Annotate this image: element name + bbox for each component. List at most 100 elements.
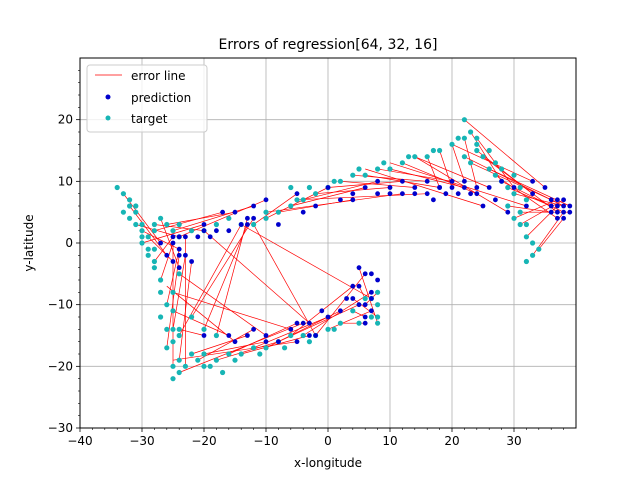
prediction-point (524, 203, 529, 209)
prediction-point (505, 209, 511, 215)
target-point (213, 332, 219, 339)
target-point (288, 203, 294, 209)
prediction-point (561, 209, 566, 215)
target-point (313, 191, 319, 197)
legend-target-marker (105, 115, 111, 121)
target-point (213, 357, 219, 363)
prediction-point (276, 339, 281, 345)
target-point (505, 184, 511, 191)
error-line-segment (172, 255, 186, 330)
target-point (362, 295, 368, 302)
y-tick-label: 0 (65, 236, 73, 250)
prediction-point (530, 191, 535, 197)
target-point (145, 246, 151, 252)
target-point (170, 308, 176, 314)
error-line-segment (203, 224, 248, 330)
prediction-point (548, 209, 554, 215)
target-point (251, 345, 257, 351)
prediction-point (325, 314, 331, 320)
target-point (226, 215, 232, 221)
target-point (282, 345, 288, 351)
error-line-segment (191, 335, 248, 355)
target-point (195, 357, 201, 363)
target-point (474, 147, 480, 154)
prediction-point (462, 178, 467, 184)
prediction-point (468, 191, 473, 197)
prediction-point (362, 320, 368, 326)
target-point (201, 363, 207, 369)
prediction-point (555, 215, 560, 221)
target-point (151, 221, 157, 228)
prediction-point (369, 271, 374, 277)
target-point (158, 289, 164, 295)
target-point (201, 326, 207, 332)
target-point (356, 166, 362, 172)
error-line-segment (513, 199, 558, 219)
error-line-segment (154, 211, 223, 232)
target-points (114, 117, 542, 382)
prediction-point (307, 333, 312, 338)
target-point (461, 154, 467, 160)
x-tick-label: −10 (253, 434, 278, 448)
target-point (387, 166, 393, 172)
y-tick-label: 20 (58, 113, 73, 127)
target-point (306, 339, 312, 345)
target-point (325, 326, 331, 332)
prediction-point (220, 209, 226, 215)
x-tick-label: −20 (191, 434, 216, 448)
target-point (213, 221, 219, 228)
prediction-point (201, 228, 207, 234)
prediction-point (300, 209, 306, 215)
target-point (145, 234, 151, 240)
error-line-segment (216, 218, 248, 336)
prediction-point (362, 302, 368, 308)
prediction-point (555, 197, 560, 203)
target-point (114, 184, 120, 191)
error-line-segment (451, 144, 533, 182)
prediction-point (226, 333, 232, 338)
target-point (517, 209, 523, 215)
x-tick-label: 30 (506, 434, 521, 448)
target-point (232, 357, 238, 363)
prediction-point (375, 178, 380, 184)
target-point (300, 197, 306, 203)
error-line-segment (296, 193, 428, 201)
target-point (461, 117, 467, 123)
prediction-point (431, 197, 436, 203)
error-line-segment (315, 187, 391, 195)
prediction-point (176, 234, 182, 240)
target-point (170, 289, 176, 295)
legend-target-label: target (131, 112, 168, 126)
prediction-point (338, 197, 343, 203)
error-line-segment (507, 187, 552, 207)
target-point (430, 147, 436, 154)
legend-prediction-marker (105, 94, 111, 100)
legend: error line prediction target (86, 64, 208, 133)
prediction-point (369, 296, 374, 301)
error-line-segment (216, 341, 279, 361)
prediction-point (437, 185, 442, 190)
target-point (263, 345, 269, 351)
y-tick-label: 10 (58, 174, 73, 188)
prediction-point (325, 185, 331, 190)
target-point (492, 172, 498, 178)
target-point (455, 135, 461, 141)
target-point (176, 332, 182, 339)
prediction-point (300, 320, 306, 326)
target-point (127, 203, 133, 209)
prediction-point (263, 333, 269, 338)
target-point (486, 147, 492, 154)
prediction-point (170, 259, 176, 264)
error-line-segment (203, 230, 310, 324)
prediction-point (548, 197, 554, 203)
target-point (474, 135, 480, 141)
prediction-point (350, 191, 356, 197)
target-point (424, 154, 430, 160)
target-point (263, 215, 269, 221)
target-point (474, 141, 480, 147)
x-tick-label: 10 (382, 434, 397, 448)
target-point (251, 221, 257, 228)
target-point (176, 271, 182, 277)
target-point (139, 234, 145, 240)
